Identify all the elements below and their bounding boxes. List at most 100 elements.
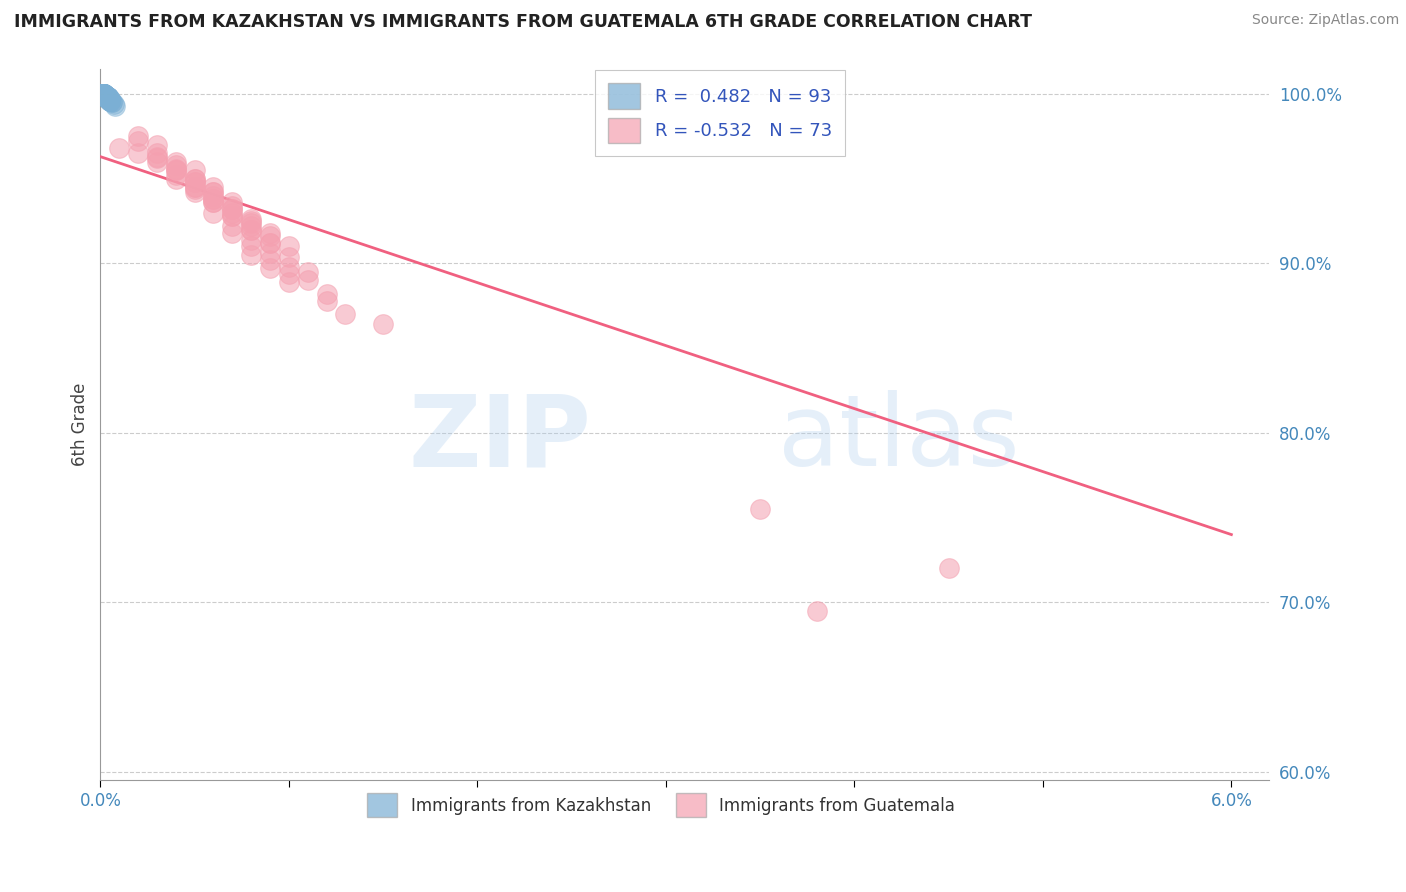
Point (93, 87, 115, 101)
Point (94, 88, 117, 103)
Point (277, 239, 299, 253)
Point (93, 88, 115, 103)
Point (202, 192, 225, 206)
Point (183, 175, 205, 189)
Point (146, 146, 169, 161)
Point (183, 171, 205, 186)
Point (97, 90, 120, 104)
Point (93, 87, 115, 101)
Point (146, 154, 169, 169)
Point (221, 209, 243, 223)
Point (93, 87, 115, 101)
Point (93, 87, 115, 101)
Point (240, 233, 263, 247)
Point (202, 195, 225, 210)
Point (315, 287, 337, 301)
Point (93, 87, 115, 101)
Point (97, 92, 120, 106)
Point (97, 92, 120, 106)
Point (97, 92, 120, 106)
Point (94, 88, 117, 103)
Point (97, 90, 120, 104)
Point (94, 88, 117, 103)
Point (146, 150, 169, 164)
Point (97, 90, 120, 104)
Point (94, 88, 117, 103)
Text: ZIP: ZIP (408, 390, 591, 487)
Point (94, 90, 117, 104)
Point (183, 171, 205, 186)
Point (94, 88, 117, 103)
Point (91, 87, 114, 101)
Point (240, 248, 263, 262)
Point (297, 273, 319, 287)
Point (183, 186, 205, 200)
Point (94, 90, 117, 104)
Point (240, 222, 263, 236)
Point (98, 94, 121, 108)
Point (97, 90, 120, 104)
Point (259, 229, 281, 244)
Point (93, 87, 115, 101)
Point (108, 141, 131, 155)
Point (93, 88, 115, 103)
Point (97, 90, 120, 104)
Point (93, 87, 115, 101)
Point (94, 88, 117, 103)
Point (240, 214, 263, 228)
Point (98, 94, 121, 108)
Point (277, 250, 299, 264)
Point (97, 92, 120, 106)
Point (94, 90, 117, 104)
Point (165, 154, 187, 169)
Point (335, 307, 357, 321)
Point (277, 260, 299, 274)
Point (202, 186, 225, 200)
Point (91, 87, 114, 101)
Point (98, 92, 121, 106)
Point (202, 180, 225, 194)
Point (93, 88, 115, 103)
Point (94, 90, 117, 104)
Point (183, 175, 205, 189)
Point (202, 186, 225, 200)
Point (91, 87, 114, 101)
Point (259, 246, 281, 260)
Point (165, 163, 187, 178)
Point (94, 88, 117, 103)
Point (938, 561, 960, 575)
Point (94, 88, 117, 103)
Point (93, 88, 115, 103)
Point (93, 87, 115, 101)
Point (93, 88, 115, 103)
Text: atlas: atlas (778, 390, 1019, 487)
Point (183, 180, 205, 194)
Point (94, 88, 117, 103)
Point (749, 502, 772, 516)
Text: IMMIGRANTS FROM KAZAKHSTAN VS IMMIGRANTS FROM GUATEMALA 6TH GRADE CORRELATION CH: IMMIGRANTS FROM KAZAKHSTAN VS IMMIGRANTS… (14, 13, 1032, 31)
Point (240, 216, 263, 230)
Point (97, 90, 120, 104)
Legend: Immigrants from Kazakhstan, Immigrants from Guatemala: Immigrants from Kazakhstan, Immigrants f… (359, 785, 963, 825)
Point (93, 88, 115, 103)
Point (98, 94, 121, 108)
Point (221, 199, 243, 213)
Point (221, 202, 243, 217)
Point (94, 90, 117, 104)
Point (91, 87, 114, 101)
Point (97, 90, 120, 104)
Point (165, 158, 187, 172)
Point (91, 87, 114, 101)
Point (127, 135, 149, 149)
Point (98, 94, 121, 108)
Point (94, 90, 117, 104)
Point (146, 137, 169, 152)
Point (94, 90, 117, 104)
Point (93, 87, 115, 101)
Point (297, 265, 319, 279)
Point (93, 88, 115, 103)
Point (98, 94, 121, 108)
Point (806, 604, 828, 618)
Point (127, 129, 149, 144)
Point (97, 92, 120, 106)
